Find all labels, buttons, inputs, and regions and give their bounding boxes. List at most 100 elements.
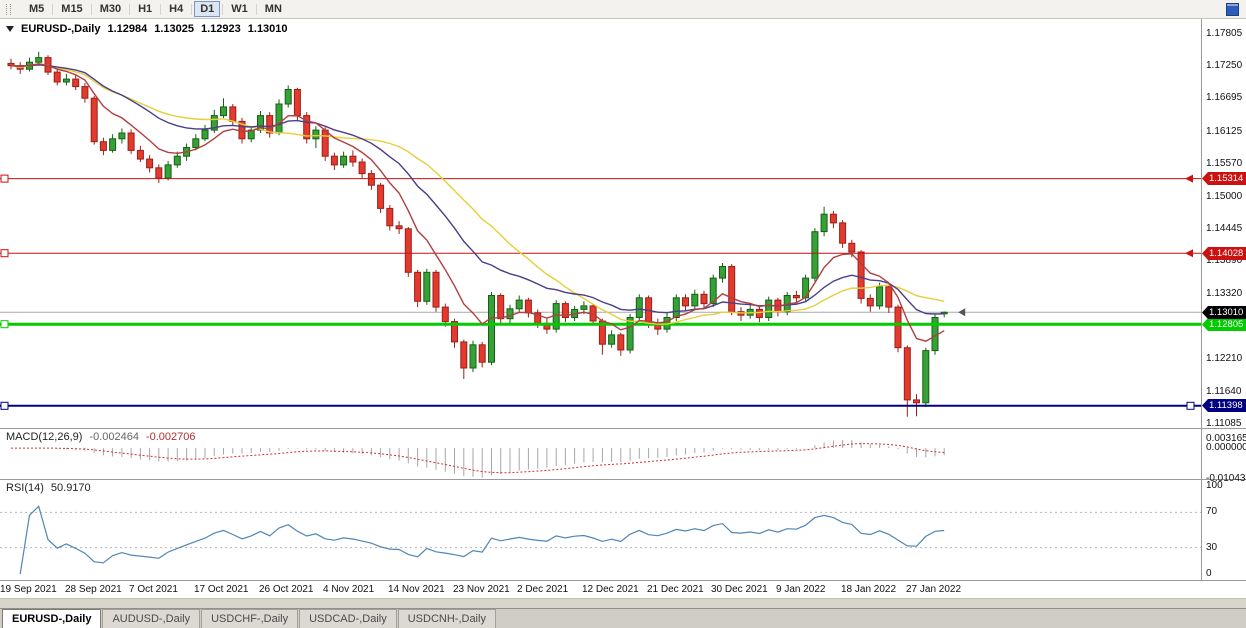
price-chart-panel[interactable]: EURUSD-,Daily 1.12984 1.13025 1.12923 1.… — [0, 19, 1201, 428]
price-axis-label: 1.15000 — [1206, 191, 1243, 202]
ma-mid-purple-line — [10, 64, 945, 315]
rsi-name: RSI(14) — [6, 482, 44, 494]
line-left-marker[interactable] — [0, 401, 9, 410]
rsi-axis-label: 70 — [1206, 506, 1218, 517]
rsi-label: RSI(14) 50.9170 — [6, 482, 91, 494]
plot-column: EURUSD-,Daily 1.12984 1.13025 1.12923 1.… — [0, 19, 1201, 580]
line-right-arrow — [1185, 249, 1193, 258]
price-axis-label: 1.17250 — [1206, 60, 1243, 71]
macd-signal-line — [11, 443, 945, 474]
price-axis-label: 1.14445 — [1206, 223, 1243, 234]
price-axis[interactable]: 1.17805 1.17250 1.16695 1.16125 1.15570 1.150… — [1201, 19, 1246, 580]
window-icon[interactable] — [1226, 2, 1239, 16]
rsi-value: 50.9170 — [50, 482, 91, 494]
price-line-badge: 1.11398 — [1202, 399, 1246, 412]
toolbar-divider — [90, 3, 92, 15]
line-right-marker[interactable] — [1186, 401, 1195, 410]
rsi-axis-label: 30 — [1206, 542, 1218, 553]
ma-fast-red-line — [10, 63, 945, 342]
macd-histogram — [19, 440, 945, 478]
price-axis-label: 1.16695 — [1206, 92, 1243, 103]
price-line-badge: 1.12805 — [1202, 318, 1246, 331]
time-axis-label: 26 Oct 2021 — [259, 584, 314, 595]
time-axis-label: 12 Dec 2021 — [582, 584, 639, 595]
price-line-badge: 1.13010 — [1202, 306, 1246, 319]
panel-separator — [1202, 428, 1246, 429]
chart-tabs-bar: EURUSD-,Daily AUDUSD-,Daily USDCHF-,Daily U… — [0, 608, 1246, 628]
timeframe-button-w1[interactable]: W1 — [225, 1, 254, 17]
time-axis-label: 27 Jan 2022 — [906, 584, 962, 595]
chart-area: EURUSD-,Daily 1.12984 1.13025 1.12923 1.… — [0, 19, 1246, 580]
price-axis-label: 1.12210 — [1206, 353, 1243, 364]
price-axis-label: 1.11640 — [1206, 386, 1242, 397]
time-axis-label: 23 Nov 2021 — [453, 584, 510, 595]
toolbar-divider — [191, 3, 193, 15]
toolbar-divider — [160, 3, 162, 15]
tab-eurusd-daily[interactable]: EURUSD-,Daily — [2, 609, 102, 628]
line-left-marker[interactable] — [0, 174, 9, 183]
line-right-arrow — [1185, 174, 1193, 183]
time-axis-label: 21 Dec 2021 — [647, 584, 704, 595]
macd-label: MACD(12,26,9) -0.002464 -0.002706 — [6, 431, 196, 443]
price-axis-label: 1.15570 — [1206, 158, 1243, 169]
macd-axis-label: -0.010434 — [1206, 473, 1246, 484]
ohlc-open: 1.12984 — [107, 23, 148, 35]
toolbar-grip[interactable] — [6, 3, 11, 15]
panel-separator[interactable] — [0, 428, 1201, 429]
rsi-line — [19, 505, 945, 575]
timeframe-button-m30[interactable]: M30 — [94, 1, 127, 17]
toolbar-divider — [222, 3, 224, 15]
toolbar-divider — [255, 3, 257, 15]
time-axis-label: 18 Jan 2022 — [841, 584, 897, 595]
time-axis[interactable]: 19 Sep 2021 28 Sep 2021 7 Oct 2021 17 Oct 2… — [0, 580, 1246, 598]
price-line-badge: 1.14028 — [1202, 247, 1246, 260]
timeframe-button-mn[interactable]: MN — [259, 1, 288, 17]
ohlc-high: 1.13025 — [154, 23, 194, 35]
tab-usdcnh-daily[interactable]: USDCNH-,Daily — [397, 609, 496, 628]
price-axis-label: 1.13890 — [1206, 255, 1243, 266]
macd-main-value: -0.002464 — [89, 431, 139, 443]
time-axis-label: 17 Oct 2021 — [194, 584, 249, 595]
toolbar-divider — [129, 3, 131, 15]
price-axis-label: 1.16125 — [1206, 126, 1243, 137]
timeframe-button-d1[interactable]: D1 — [194, 1, 221, 17]
time-axis-label: 28 Sep 2021 — [65, 584, 122, 595]
timeframe-button-h1[interactable]: H1 — [132, 1, 158, 17]
macd-signal-value: -0.002706 — [145, 431, 196, 443]
horizontal-scrollbar[interactable] — [0, 598, 1246, 608]
line-left-marker[interactable] — [0, 320, 9, 329]
last-price-arrow — [958, 308, 966, 317]
time-axis-label: 4 Nov 2021 — [323, 584, 375, 595]
price-chart-canvas[interactable] — [0, 19, 1201, 428]
chart-dropdown-icon[interactable] — [6, 26, 14, 32]
rsi-axis-label: 100 — [1206, 480, 1223, 491]
macd-canvas[interactable] — [0, 429, 1201, 479]
panel-separator[interactable] — [0, 479, 1201, 480]
timeframe-buttons: M5 M15 M30 H1 H4 D1 W1 MN — [23, 1, 288, 17]
price-axis-label: 1.17805 — [1206, 28, 1243, 39]
panel-separator — [1202, 479, 1246, 480]
time-axis-label: 30 Dec 2021 — [711, 584, 768, 595]
time-axis-label: 19 Sep 2021 — [0, 584, 57, 595]
macd-axis-label: 0.000000 — [1206, 442, 1246, 453]
macd-panel[interactable]: MACD(12,26,9) -0.002464 -0.002706 — [0, 429, 1201, 479]
timeframe-toolbar: M5 M15 M30 H1 H4 D1 W1 MN — [0, 0, 1246, 19]
rsi-panel[interactable]: RSI(14) 50.9170 — [0, 480, 1201, 580]
price-line-badge: 1.15314 — [1202, 172, 1246, 185]
timeframe-button-m15[interactable]: M15 — [55, 1, 88, 17]
timeframe-button-h4[interactable]: H4 — [163, 1, 189, 17]
toolbar-divider — [52, 3, 54, 15]
macd-axis-label: 0.003165 — [1206, 433, 1246, 444]
timeframe-button-m5[interactable]: M5 — [23, 1, 50, 17]
ma-slow-yellow-line — [10, 62, 945, 325]
price-axis-label: 1.11085 — [1206, 418, 1242, 429]
rsi-canvas[interactable] — [0, 480, 1201, 580]
tab-usdcad-daily[interactable]: USDCAD-,Daily — [299, 609, 397, 628]
tab-audusd-daily[interactable]: AUDUSD-,Daily — [102, 609, 201, 628]
time-axis-label: 9 Jan 2022 — [776, 584, 826, 595]
tab-usdchf-daily[interactable]: USDCHF-,Daily — [201, 609, 299, 628]
line-left-marker[interactable] — [0, 249, 9, 258]
ohlc-close: 1.13010 — [247, 23, 288, 35]
time-axis-label: 7 Oct 2021 — [129, 584, 178, 595]
